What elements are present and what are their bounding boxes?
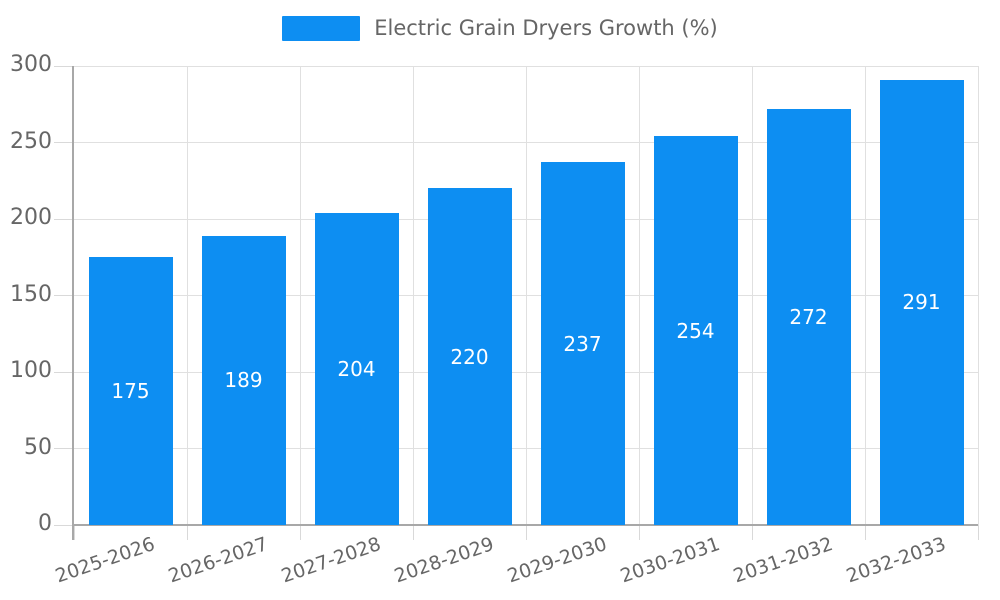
bar[interactable]: [653, 136, 738, 525]
y-axis-tick: [54, 142, 74, 143]
x-axis-label: 2032-2033: [843, 533, 949, 588]
x-axis-tick: [73, 525, 75, 540]
x-axis-tick: [186, 525, 188, 540]
gridline-vertical: [977, 66, 979, 525]
x-axis-tick: [977, 525, 979, 540]
x-axis-tick: [864, 525, 866, 540]
x-axis-tick: [299, 525, 301, 540]
bar-value-label: 175: [111, 379, 150, 404]
y-axis-tick: [54, 524, 74, 526]
gridline-vertical: [864, 66, 866, 525]
gridline-vertical: [751, 66, 753, 525]
y-axis-tick: [54, 65, 74, 67]
bar-value-label: 254: [676, 318, 715, 343]
x-axis-tick: [751, 525, 753, 540]
y-axis-label: 300: [10, 52, 52, 77]
y-axis-tick: [54, 295, 74, 296]
gridline-vertical: [525, 66, 527, 525]
bar[interactable]: [879, 79, 964, 525]
y-axis-label: 200: [10, 205, 52, 230]
y-axis-label: 250: [10, 128, 52, 154]
y-axis-label: 100: [10, 358, 52, 383]
x-axis-tick: [638, 525, 640, 540]
x-axis-label: 2025-2026: [52, 533, 158, 588]
bar-value-label: 237: [563, 331, 602, 356]
bar[interactable]: [766, 108, 851, 525]
bar-value-label: 220: [450, 344, 489, 369]
bar[interactable]: [540, 162, 625, 525]
y-axis-label: 150: [10, 281, 52, 307]
legend-label: Electric Grain Dryers Growth (%): [374, 16, 718, 40]
x-axis-label: 2027-2028: [278, 533, 384, 588]
bar-value-label: 291: [902, 290, 941, 315]
bar[interactable]: [201, 235, 286, 525]
y-axis-tick: [54, 448, 74, 449]
bar-value-label: 189: [224, 368, 263, 393]
x-axis-label: 2031-2032: [730, 533, 836, 588]
bar[interactable]: [314, 212, 399, 525]
gridline-vertical: [638, 66, 640, 525]
chart-legend[interactable]: Electric Grain Dryers Growth (%): [0, 16, 1000, 41]
y-axis-line: [72, 66, 74, 540]
x-axis-tick: [525, 525, 527, 540]
y-axis-tick: [54, 371, 74, 373]
x-axis-label: 2028-2029: [391, 533, 497, 588]
y-axis-label: 50: [24, 434, 52, 460]
y-axis-tick: [54, 218, 74, 220]
x-axis-label: 2026-2027: [165, 533, 271, 588]
legend-swatch: [282, 16, 361, 41]
bar-value-label: 272: [789, 304, 828, 329]
bar[interactable]: [427, 188, 512, 525]
y-axis-label: 0: [38, 511, 52, 536]
x-axis-label: 2029-2030: [504, 533, 610, 588]
gridline-vertical: [412, 66, 414, 525]
x-axis-tick: [412, 525, 414, 540]
x-axis-line: [74, 524, 978, 526]
bar[interactable]: [88, 257, 173, 525]
x-axis-label: 2030-2031: [617, 533, 723, 588]
bar-value-label: 204: [337, 356, 376, 381]
gridline-vertical: [186, 66, 188, 525]
gridline-vertical: [299, 66, 301, 525]
